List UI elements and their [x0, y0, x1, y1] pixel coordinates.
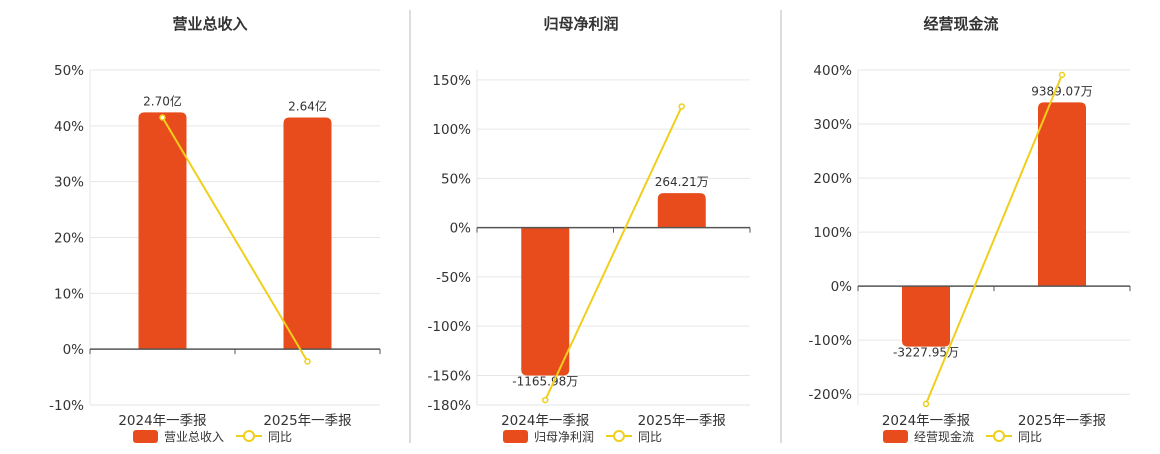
y-tick-label: 30%	[54, 175, 84, 191]
y-tick-label: 50%	[441, 171, 471, 187]
bar-data-label: 9389.07万	[1031, 84, 1093, 98]
legend-line-marker	[993, 430, 1005, 442]
bar	[138, 112, 187, 350]
y-tick-label: -10%	[49, 398, 84, 414]
bar	[521, 227, 570, 376]
chart-panel-3: 经营现金流 -200% -100% 0% 100% 200% 300% 400% -3227.9…	[809, 15, 1131, 444]
bar-data-label: 2.64亿	[288, 98, 327, 113]
bar-data-label: 264.21万	[655, 175, 709, 189]
y-tick-label: 400%	[813, 63, 852, 79]
bar	[657, 193, 706, 228]
yoy-line	[161, 116, 309, 362]
y-tick-label: -150%	[428, 368, 472, 384]
chart-panel-1: 营业总收入 -10% 0% 10% 20% 30% 40% 50% 2.70亿 2.64亿 2024…	[49, 15, 381, 444]
yoy-line	[925, 74, 1063, 405]
y-tick-label: 0%	[450, 221, 472, 237]
x-tick-label: 2025年一季报	[638, 413, 726, 429]
bar-data-label: -1165.98万	[512, 374, 578, 388]
x-tick-label: 2025年一季报	[263, 413, 351, 429]
yoy-point	[678, 103, 685, 110]
chart-title: 营业总收入	[172, 15, 247, 33]
chart-title: 归母净利润	[543, 15, 618, 33]
bar	[1038, 102, 1086, 287]
x-tick-label: 2024年一季报	[882, 413, 970, 429]
legend-line-marker	[243, 430, 255, 442]
y-tick-label: 100%	[813, 225, 852, 241]
y-tick-label: -180%	[428, 398, 472, 414]
legend-line-label: 同比	[268, 430, 292, 444]
x-tick-label: 2024年一季报	[501, 413, 589, 429]
legend-bar-label: 营业总收入	[164, 430, 224, 444]
legend-bar-swatch	[883, 430, 908, 443]
y-tick-label: 40%	[54, 119, 84, 135]
x-tick-label: 2024年一季报	[118, 413, 206, 429]
yoy-point	[922, 400, 930, 408]
y-tick-label: -200%	[809, 387, 853, 403]
yoy-line	[544, 106, 683, 401]
yoy-point	[159, 114, 166, 121]
y-tick-label: -100%	[428, 319, 472, 335]
y-tick-label: 20%	[54, 231, 84, 247]
y-tick-label: 200%	[813, 171, 852, 187]
y-tick-label: -100%	[809, 333, 853, 349]
yoy-point	[542, 396, 549, 404]
yoy-point	[1058, 71, 1066, 79]
y-tick-label: 100%	[432, 122, 471, 138]
y-tick-label: 150%	[432, 73, 471, 89]
bar	[902, 286, 950, 347]
bar-data-label: -3227.95万	[893, 346, 959, 360]
legend-bar-label: 归母净利润	[534, 430, 594, 444]
bar-data-label: 2.70亿	[143, 93, 182, 108]
yoy-point	[304, 358, 311, 365]
chart-title: 经营现金流	[923, 15, 998, 33]
y-tick-label: 10%	[54, 286, 84, 302]
x-tick-label: 2025年一季报	[1018, 413, 1106, 429]
legend-bar-swatch	[133, 430, 158, 443]
chart-panel-2: 归母净利润 -180% -150% -100% -50% 0% 50% 100% 150% -11…	[428, 15, 751, 444]
legend-line-label: 同比	[1018, 430, 1042, 444]
legend-line-marker	[613, 430, 625, 442]
legend-line-label: 同比	[638, 430, 662, 444]
y-tick-label: 0%	[831, 279, 853, 295]
bar	[283, 117, 332, 350]
legend-bar-swatch	[503, 430, 528, 443]
legend-bar-label: 经营现金流	[914, 429, 974, 444]
y-tick-label: 300%	[813, 117, 852, 133]
y-tick-label: 0%	[63, 342, 85, 358]
y-tick-label: -50%	[436, 270, 471, 286]
y-tick-label: 50%	[54, 63, 84, 79]
